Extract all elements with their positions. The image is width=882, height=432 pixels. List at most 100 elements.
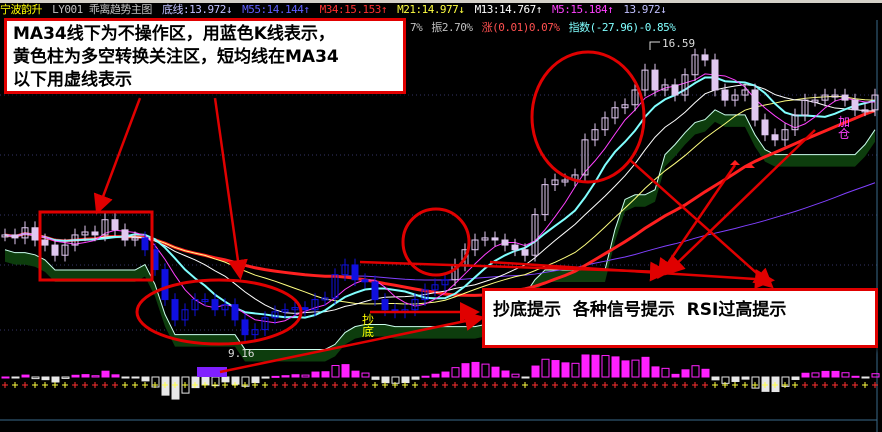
indicator-bar xyxy=(261,376,270,379)
indicator-bar xyxy=(801,372,810,378)
indicator-bar xyxy=(101,370,110,378)
candle-body xyxy=(871,94,879,111)
annotation-signals-text: 抄底提示 各种信号提示 RSI过高提示 xyxy=(493,300,787,320)
window-top-bar xyxy=(0,0,882,3)
signal-triangle-icon xyxy=(745,163,755,168)
candle-body xyxy=(581,139,589,176)
indicator-bar xyxy=(501,370,510,378)
bottom-line-value: 底线:13.972↓ xyxy=(162,3,232,16)
candle-body xyxy=(511,244,519,251)
indicator-bar xyxy=(681,369,690,378)
annotation-line: 以下用虚线表示 xyxy=(13,70,132,90)
indicator-bar xyxy=(591,354,600,378)
candle-body xyxy=(521,249,529,256)
candle-body xyxy=(441,279,449,286)
ma5-line xyxy=(4,73,875,324)
indicator-bar xyxy=(21,374,30,378)
indicator-header: 宁波韵升 LY001 乖离趋势主图 底线:13.972↓ M55:14.144↑… xyxy=(0,3,670,16)
indicator-bar xyxy=(311,371,320,378)
candle-body xyxy=(171,299,179,321)
m13-value: M13:14.767↑ xyxy=(474,3,543,16)
annotation-arrow xyxy=(213,97,248,280)
candle-body xyxy=(681,74,689,96)
indicator-name[interactable]: LY001 乖离趋势主图 xyxy=(52,3,152,16)
candle-body xyxy=(701,54,709,61)
add-position-signal: 加仓 xyxy=(838,115,851,141)
indicator-bar xyxy=(91,375,100,378)
stat-index: 指数(-27.96)-0.85% xyxy=(568,21,676,34)
indicator-bar xyxy=(531,365,540,378)
candle-body xyxy=(621,104,629,109)
candle-body xyxy=(561,179,569,183)
candle-body xyxy=(251,329,259,336)
indicator-bar xyxy=(481,363,490,378)
indicator-bar xyxy=(691,365,700,378)
indicator-bar xyxy=(751,376,760,389)
candle-body xyxy=(61,244,69,256)
candle-body xyxy=(211,299,219,311)
indicator-bar xyxy=(1,376,10,379)
candle-body xyxy=(91,231,99,236)
indicator-bar xyxy=(321,371,330,378)
candle-body xyxy=(201,299,209,303)
indicator-bar xyxy=(171,376,180,400)
indicator-bar xyxy=(621,360,630,378)
annotation-line: MA34线下为不操作区，用蓝色K线表示， xyxy=(13,24,335,44)
indicator-bar xyxy=(791,376,800,380)
candle-body xyxy=(641,69,649,91)
annotation-arrow xyxy=(657,164,737,280)
indicator-bar xyxy=(581,354,590,378)
indicator-bar xyxy=(111,374,120,378)
indicator-bar xyxy=(871,373,880,378)
indicator-bar xyxy=(811,372,820,378)
indicator-bar xyxy=(51,376,60,383)
candle-body xyxy=(271,311,279,319)
indicator-bar xyxy=(61,376,70,379)
annotation-ellipse xyxy=(135,278,303,346)
m21-value: M21:14.977↓ xyxy=(397,3,465,16)
candle-body xyxy=(21,227,29,239)
indicator-bar xyxy=(851,375,860,378)
candle-body xyxy=(1,234,9,238)
candle-body xyxy=(591,129,599,141)
candle-body xyxy=(361,279,369,283)
candle-body xyxy=(731,94,739,101)
indicator-bar xyxy=(841,372,850,378)
indicator-bar xyxy=(701,368,710,378)
indicator-bar xyxy=(451,367,460,378)
indicator-bar xyxy=(341,364,350,378)
candle-body xyxy=(131,237,139,241)
indicator-bar xyxy=(291,374,300,378)
bottom-buy-signal: 抄底 xyxy=(362,313,375,339)
candle-body xyxy=(611,107,619,119)
annotation-arrow xyxy=(629,159,774,289)
candle-body xyxy=(631,89,639,106)
indicator-bar xyxy=(41,376,50,381)
low-price-label: 9.16 xyxy=(228,347,255,360)
indicator-bar xyxy=(361,372,370,378)
m55-value: M55:14.144↑ xyxy=(242,3,310,16)
m34-value: M34:15.153↑ xyxy=(319,3,388,16)
indicator-bar xyxy=(541,358,550,378)
candle-body xyxy=(821,94,829,101)
indicator-bar xyxy=(651,366,660,378)
candle-body xyxy=(261,317,269,331)
indicator-bar xyxy=(731,376,740,382)
indicator-bar xyxy=(561,362,570,378)
candle-body xyxy=(491,237,499,241)
candle-body xyxy=(321,297,329,301)
candle-body xyxy=(691,54,699,76)
signal-triangle-icon xyxy=(730,160,740,165)
candle-body xyxy=(41,239,49,246)
indicator-bar xyxy=(471,361,480,378)
candle-body xyxy=(551,179,559,186)
indicator-bar xyxy=(461,363,470,378)
candle-body xyxy=(851,99,859,111)
stock-name[interactable]: 宁波韵升 xyxy=(0,3,43,16)
stat-change: 涨(0.01)0.07% xyxy=(481,21,560,34)
annotation-box-ma34: MA34线下为不操作区，用蓝色K线表示， 黄色柱为多空转换关注区，短均线在MA3… xyxy=(4,18,406,94)
candle-body xyxy=(301,307,309,311)
candle-body xyxy=(771,134,779,141)
indicator-bar xyxy=(121,376,130,379)
